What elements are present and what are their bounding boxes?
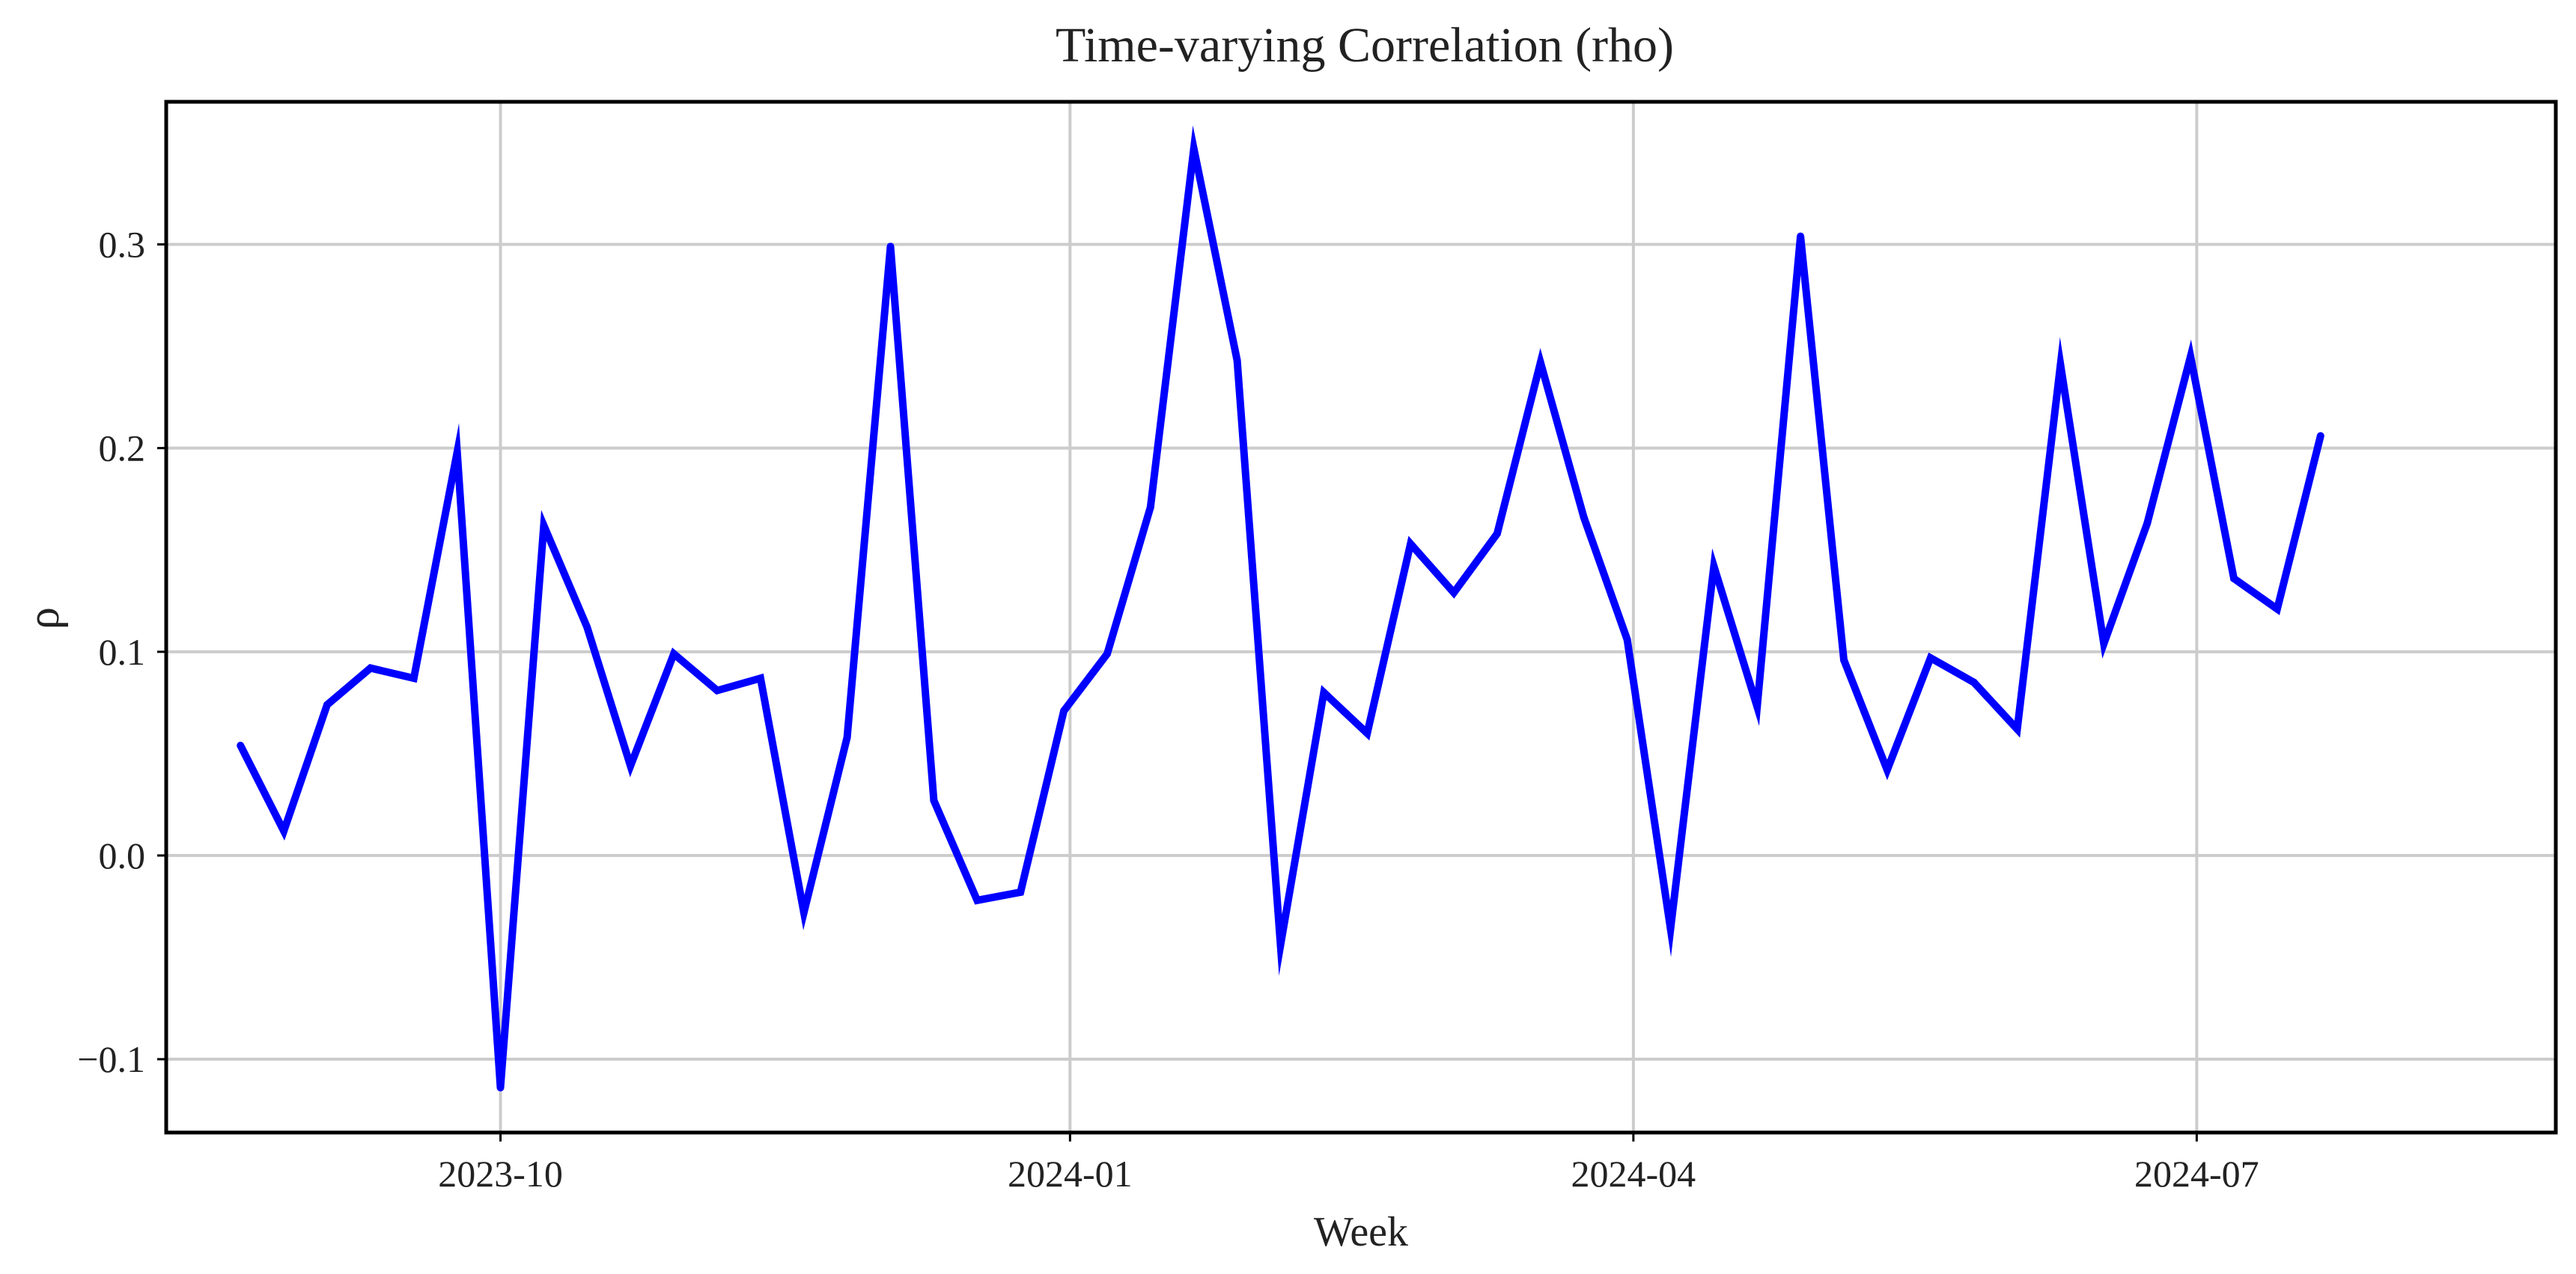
tick-labels: −0.1 0.0 0.1 0.2 0.3 2023-10 2024-01 2024-04 202… [77, 223, 2259, 1195]
data-point [1797, 232, 1805, 240]
data-point [1580, 513, 1588, 522]
grid-lines [166, 102, 2556, 1133]
data-point [886, 243, 895, 251]
data-point [1320, 689, 1328, 697]
data-point [1407, 540, 1415, 548]
data-point [1450, 588, 1458, 597]
data-point [1017, 888, 1025, 896]
y-axis-label: ρ [19, 607, 68, 630]
data-point [2273, 605, 2281, 613]
data-point [237, 741, 245, 749]
x-tick-label: 2024-07 [2134, 1153, 2259, 1195]
data-point [1840, 656, 1848, 664]
data-point [1060, 707, 1068, 715]
data-point [583, 624, 591, 632]
data-point [1970, 678, 1978, 686]
data-point [366, 664, 374, 672]
data-point [627, 762, 635, 770]
data-point [756, 674, 764, 683]
data-point [453, 448, 461, 457]
data-point [540, 522, 548, 529]
data-point [1753, 703, 1762, 711]
data-point [2143, 519, 2152, 528]
plot-frame [164, 100, 2558, 1135]
x-axis-label: Week [1314, 1209, 1408, 1255]
data-point [1710, 562, 1718, 570]
data-point [2100, 639, 2108, 647]
data-point [1926, 653, 1934, 662]
x-tick-label: 2024-01 [1008, 1153, 1133, 1195]
chart-title: Time-varying Correlation (rho) [1056, 18, 1674, 73]
y-tick-label: 0.1 [99, 631, 146, 673]
data-point [843, 734, 851, 742]
data-point [1146, 503, 1154, 511]
data-point [1493, 529, 1501, 537]
data-point [973, 896, 981, 904]
data-point [280, 827, 288, 835]
data-point [2230, 574, 2238, 582]
data-point [670, 650, 678, 658]
y-tick-label: −0.1 [77, 1038, 145, 1080]
y-tick-label: 0.0 [99, 835, 146, 877]
data-point [800, 909, 808, 917]
data-point [323, 701, 331, 709]
data-point [1883, 766, 1891, 774]
data-point [496, 1084, 505, 1092]
x-tick-label: 2023-10 [438, 1153, 563, 1195]
data-point [930, 796, 938, 805]
data-point [2013, 725, 2021, 734]
series-layer [237, 125, 2324, 1092]
data-point [1190, 144, 1198, 153]
data-point [1666, 924, 1675, 933]
x-tick-label: 2024-04 [1571, 1153, 1696, 1195]
data-point [1276, 941, 1285, 949]
data-point [713, 686, 721, 695]
data-point [1536, 359, 1544, 367]
data-point [1103, 650, 1111, 658]
data-point [1233, 356, 1241, 365]
data-point [2056, 361, 2065, 369]
y-tick-label: 0.3 [99, 223, 146, 265]
data-point [2187, 353, 2195, 361]
data-point [1623, 636, 1631, 644]
y-tick-label: 0.2 [99, 427, 146, 469]
data-point [409, 674, 418, 683]
data-point [2316, 432, 2324, 440]
data-point [1363, 729, 1371, 737]
